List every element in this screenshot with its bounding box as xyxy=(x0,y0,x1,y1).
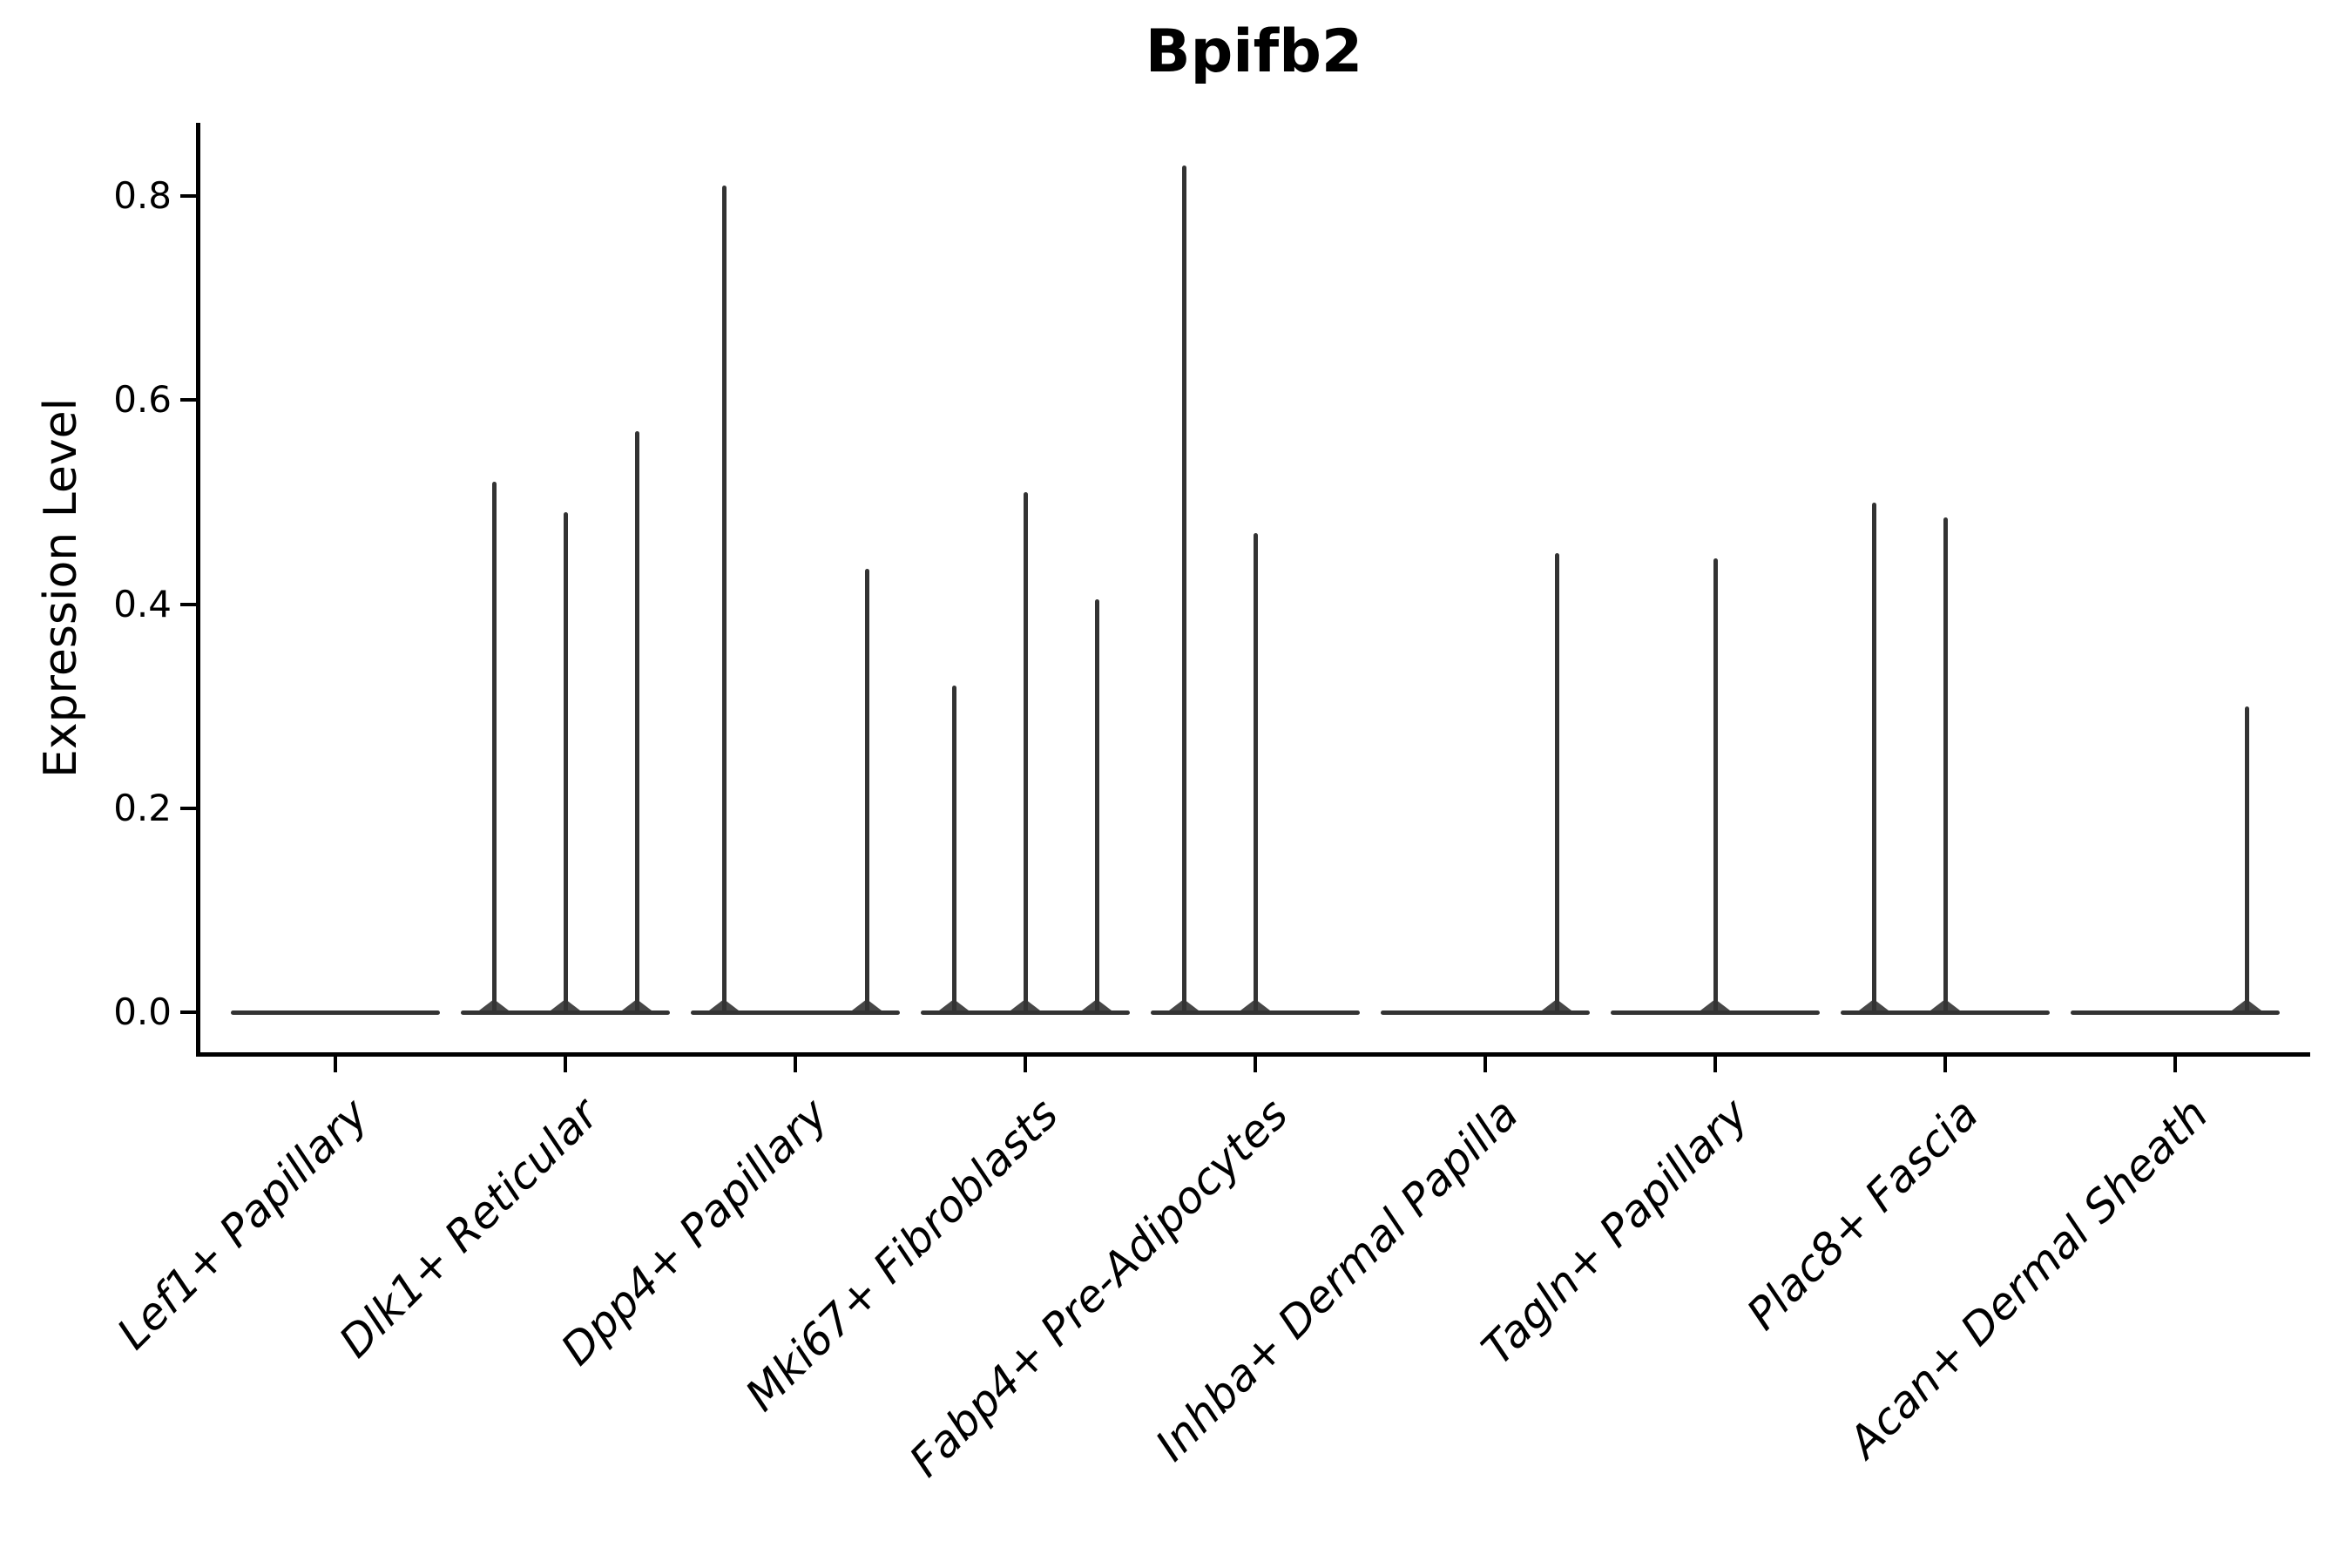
y-tick-mark xyxy=(180,194,196,199)
violin-spike-flare xyxy=(551,999,580,1010)
x-tick-mark xyxy=(1943,1057,1947,1072)
violin-baseline xyxy=(461,1010,670,1015)
violin-spike-flare xyxy=(1700,999,1730,1010)
y-tick-label: 0.4 xyxy=(113,582,172,625)
x-tick-mark xyxy=(794,1057,797,1072)
violin-spike-flare xyxy=(709,999,739,1010)
x-tick-label: Plac8+ Fascia xyxy=(1736,1088,1988,1340)
violin-baseline xyxy=(691,1010,900,1015)
x-axis-spine xyxy=(196,1052,2310,1057)
violin-spike-flare xyxy=(622,999,652,1010)
x-tick-mark xyxy=(2173,1057,2177,1072)
violin-spike-flare xyxy=(939,999,969,1010)
x-tick-mark xyxy=(1024,1057,1027,1072)
violin-spike xyxy=(1023,491,1028,1012)
violin-spike xyxy=(2244,706,2249,1012)
x-tick-mark xyxy=(334,1057,337,1072)
x-tick-label: Lef1+ Papillary xyxy=(107,1088,378,1360)
violin-spike-flare xyxy=(1010,999,1040,1010)
violin-spike xyxy=(491,482,497,1012)
violin-spike xyxy=(864,568,869,1012)
x-tick-mark xyxy=(564,1057,567,1072)
violin-spike-flare xyxy=(1542,999,1571,1010)
y-tick-label: 0.0 xyxy=(113,990,172,1033)
violin-spike xyxy=(1713,558,1718,1012)
violin-spike xyxy=(951,686,956,1012)
x-tick-mark xyxy=(1713,1057,1717,1072)
violin-spike-flare xyxy=(2232,999,2261,1010)
y-tick-mark xyxy=(180,806,196,810)
y-tick-mark xyxy=(180,602,196,606)
x-tick-mark xyxy=(1484,1057,1487,1072)
violin-spike xyxy=(721,186,727,1012)
violin-baseline xyxy=(1841,1010,2050,1015)
violin-baseline xyxy=(1611,1010,1820,1015)
violin-spike-flare xyxy=(1930,999,1960,1010)
y-tick-label: 0.6 xyxy=(113,378,172,422)
violin-spike-flare xyxy=(479,999,509,1010)
y-tick-mark xyxy=(180,1010,196,1014)
violin-spike xyxy=(634,430,639,1012)
violin-baseline xyxy=(231,1010,440,1015)
x-tick-mark xyxy=(1254,1057,1257,1072)
violin-spike xyxy=(1094,598,1099,1012)
y-axis-spine xyxy=(196,123,200,1057)
violin-spike xyxy=(1181,166,1186,1012)
violin-spike-flare xyxy=(1169,999,1199,1010)
y-tick-mark xyxy=(180,398,196,402)
violin-spike xyxy=(1253,532,1258,1012)
y-tick-label: 0.2 xyxy=(113,786,172,829)
violin-spike-flare xyxy=(1859,999,1889,1010)
violin-spike-flare xyxy=(1082,999,1112,1010)
violin-spike-flare xyxy=(852,999,882,1010)
violin-baseline xyxy=(1381,1010,1590,1015)
violin-baseline xyxy=(921,1010,1130,1015)
violin-spike-flare xyxy=(1240,999,1270,1010)
violin-baseline xyxy=(1151,1010,1360,1015)
violin-spike xyxy=(1943,517,1948,1012)
violin-baseline xyxy=(2071,1010,2280,1015)
violin-spike xyxy=(563,512,568,1012)
violin-spike xyxy=(1554,553,1559,1012)
x-tick-label: Fabp4+ Pre-Adipocytes xyxy=(900,1088,1298,1487)
chart-title: Bpifb2 xyxy=(1145,17,1363,86)
y-tick-label: 0.8 xyxy=(113,174,172,218)
violin-spike xyxy=(1871,502,1876,1012)
